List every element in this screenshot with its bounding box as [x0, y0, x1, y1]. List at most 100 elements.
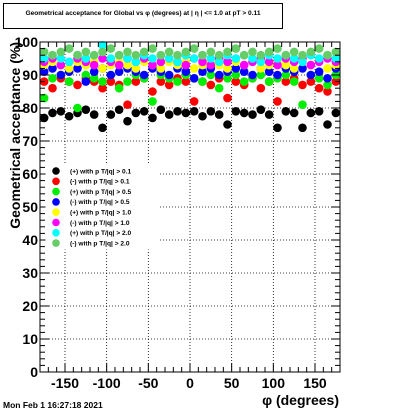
data-point: [214, 110, 224, 119]
data-point: [281, 60, 291, 70]
data-point: [123, 60, 132, 70]
data-point: [131, 57, 141, 67]
data-point: [264, 67, 274, 76]
data-point: [64, 77, 74, 86]
data-point: [239, 67, 249, 76]
data-point: [256, 83, 266, 93]
data-point: [123, 47, 132, 57]
data-point: [314, 107, 324, 116]
data-point: [264, 47, 274, 57]
data-point: [231, 54, 241, 63]
data-point: [114, 50, 124, 60]
data-point: [89, 60, 99, 70]
data-point: [206, 70, 216, 80]
data-point: [273, 60, 282, 70]
data-point: [206, 47, 216, 57]
data-point: [231, 64, 241, 73]
data-point: [306, 77, 316, 86]
data-point: [273, 54, 282, 63]
data-point: [298, 50, 307, 60]
data-point: [73, 103, 82, 113]
y-tick-label: 80: [22, 100, 38, 116]
data-point: [248, 47, 257, 57]
data-point: [139, 47, 149, 57]
legend-entry: (-) with p T/|q| > 0.5: [70, 199, 130, 206]
legend-marker: [52, 177, 60, 186]
data-point: [273, 44, 282, 53]
data-point: [81, 70, 91, 80]
data-point: [214, 70, 224, 80]
data-point: [131, 77, 141, 86]
data-point: [248, 70, 257, 80]
data-point: [89, 110, 99, 119]
data-point: [156, 64, 166, 73]
data-point: [273, 97, 282, 106]
data-point: [156, 105, 166, 114]
data-point: [231, 44, 241, 53]
data-point: [181, 77, 191, 86]
legend-entry: (-) with p T/|q| > 2.0: [70, 240, 130, 247]
data-point: [181, 47, 191, 57]
legend-marker: [52, 167, 60, 175]
legend-marker: [52, 208, 60, 216]
data-point: [164, 70, 174, 80]
data-point: [164, 54, 174, 63]
data-point: [98, 77, 107, 86]
data-point: [323, 87, 332, 96]
data-point: [189, 97, 199, 106]
y-tick-label: 90: [22, 67, 38, 83]
data-point: [106, 54, 116, 63]
y-tick-label: 40: [22, 232, 38, 248]
data-point: [273, 70, 282, 80]
legend-marker: [52, 229, 60, 237]
data-point: [156, 77, 166, 86]
data-point: [239, 50, 249, 60]
y-tick-label: 0: [30, 364, 38, 380]
data-point: [123, 77, 132, 86]
data-point: [56, 107, 66, 116]
data-point: [231, 77, 241, 86]
data-point: [314, 74, 324, 83]
data-point: [289, 77, 299, 86]
data-point: [298, 100, 307, 109]
data-point: [114, 83, 124, 93]
data-point: [73, 64, 82, 73]
data-point: [89, 50, 99, 60]
data-point: [289, 54, 299, 63]
data-point: [206, 60, 216, 70]
data-point: [223, 47, 232, 57]
data-point: [89, 67, 99, 76]
data-point: [39, 93, 49, 103]
data-point: [56, 60, 66, 70]
data-point: [256, 57, 266, 67]
data-point: [231, 70, 241, 80]
data-point: [148, 54, 157, 63]
data-point: [189, 74, 199, 83]
data-point: [289, 108, 299, 118]
data-point: [48, 74, 57, 83]
x-tick-label: -100: [93, 375, 121, 391]
data-point: [281, 77, 291, 86]
data-point: [198, 77, 207, 86]
data-point: [181, 60, 191, 70]
chart-title-box: Geometrical acceptance for Global vs φ (…: [3, 3, 283, 29]
y-tick-label: 60: [22, 166, 38, 182]
data-point: [148, 113, 157, 123]
data-point: [156, 50, 166, 60]
data-point: [73, 50, 82, 60]
data-point: [106, 70, 116, 80]
data-point: [323, 74, 332, 83]
data-point: [264, 110, 274, 119]
data-point: [223, 120, 232, 129]
data-point: [39, 67, 49, 76]
legend-entry: (+) with p T/|q| > 0.1: [70, 168, 132, 175]
data-point: [39, 54, 49, 63]
data-point: [148, 97, 157, 106]
x-tick-label: 0: [186, 375, 194, 391]
data-point: [81, 54, 91, 63]
legend: (+) with p T/|q| > 0.1 (-) with p T/|q| >…: [45, 164, 159, 250]
data-point: [64, 57, 74, 67]
data-point: [198, 111, 207, 121]
data-point: [114, 105, 124, 114]
